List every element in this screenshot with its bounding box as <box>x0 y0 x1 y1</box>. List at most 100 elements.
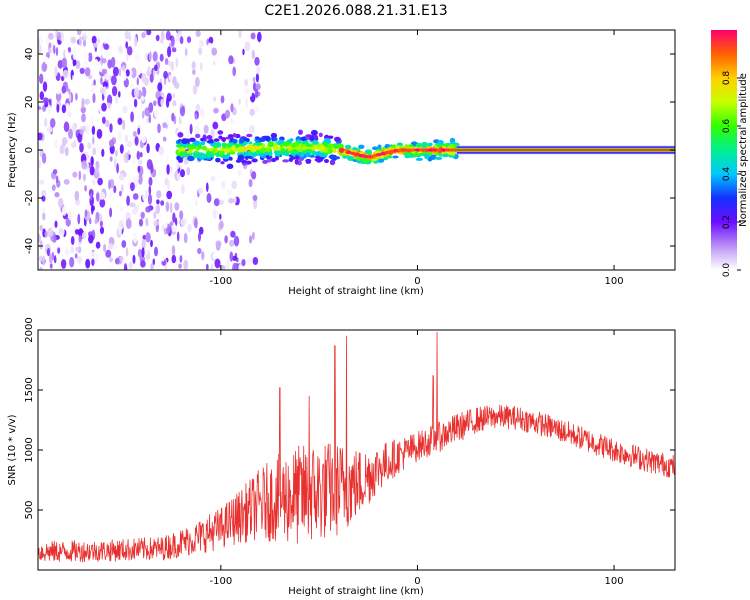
snr-y-tick-label: 2000 <box>24 317 35 342</box>
spectrogram-cell <box>39 240 43 250</box>
spectrogram-cell <box>431 148 439 152</box>
spectrogram-cell <box>152 69 156 78</box>
spectrogram-cell <box>147 193 153 205</box>
spectrogram-cell <box>88 52 93 62</box>
spectrogram-cell <box>244 41 251 52</box>
spectrogram-cell <box>56 31 62 41</box>
spectrogram-cell <box>229 151 236 155</box>
spectrogram-cell <box>329 159 336 166</box>
spectrogram-cell <box>45 244 51 250</box>
spectrogram-cell <box>213 144 218 149</box>
spectrogram-cell <box>68 93 72 102</box>
spectrogram-cell <box>199 62 203 71</box>
spectrogram-cell <box>118 45 123 54</box>
spectrogram-cell <box>163 220 168 229</box>
spectrogram-cell <box>392 155 399 159</box>
spectrogram-cell <box>119 144 124 154</box>
spectrogram-cell <box>81 232 87 240</box>
spectrogram-cell <box>78 36 82 47</box>
spectrogram-cell <box>221 142 227 148</box>
spectrogram-cell <box>97 177 103 186</box>
spectrogram-cell <box>54 66 58 77</box>
spectrogram-cell <box>443 153 449 158</box>
spectrogram-cell <box>215 240 222 248</box>
spectrogram-cell <box>186 167 191 176</box>
spectrogram-cell <box>224 235 228 244</box>
spectrogram-cell <box>247 151 255 156</box>
spectrogram-cell <box>174 217 178 227</box>
spectrogram-cell <box>132 131 137 137</box>
spectrogram-cell <box>252 231 255 240</box>
spectrogram-cell <box>96 144 102 151</box>
spectrogram-cell <box>232 262 238 270</box>
spectrogram-cell <box>277 139 284 145</box>
spectrogram-cell <box>105 72 111 81</box>
spectrogram-cell <box>238 264 242 270</box>
spectrogram-cell <box>85 203 92 210</box>
spectrogram-cell <box>176 162 180 169</box>
spectrogram-cell <box>352 147 357 151</box>
spectrogram-cell <box>229 239 235 247</box>
spectrogram-cell <box>84 185 87 192</box>
spectrogram-cell <box>175 256 179 264</box>
spectrogram-cell <box>327 143 335 149</box>
spectrogram-cell <box>72 49 77 61</box>
spectrogram-cell <box>220 95 225 104</box>
spectrogram-cell <box>194 218 198 229</box>
spectrogram-cell <box>347 156 354 160</box>
spectrogram-cell <box>414 148 421 152</box>
spectrogram-cell <box>38 109 43 117</box>
spectrogram-cell <box>41 61 48 72</box>
spectrogram-cell <box>61 85 66 94</box>
spectrogram-cell <box>180 218 186 227</box>
spectrogram-cell <box>214 58 219 68</box>
spectrogram-cell <box>145 217 149 227</box>
spectrogram-cell <box>79 67 85 75</box>
spectrogram-cell <box>104 49 110 58</box>
spectrogram-cell <box>154 64 158 72</box>
spectrogram-cell <box>229 251 234 262</box>
spectrogram-cell <box>105 249 112 258</box>
spectrogram-cell <box>272 142 278 148</box>
colorbar-bar <box>711 30 737 270</box>
spectrogram-cell <box>112 66 119 77</box>
spectrogram-cell <box>90 85 96 91</box>
spectrogram-cell <box>318 152 326 158</box>
spectrogram-cell <box>198 47 203 56</box>
spectrogram-cell <box>148 185 152 196</box>
spectrogram-cell <box>171 254 177 264</box>
spectrogram-cell <box>126 195 130 206</box>
spectrogram-cell <box>128 125 133 134</box>
spectrogram-cell <box>175 34 179 44</box>
spectrogram-cell <box>200 78 206 85</box>
spectrogram-cell <box>70 36 77 44</box>
spectrogram-cell <box>118 57 122 69</box>
spectrogram-ylabel: Frequency (Hz) <box>7 112 18 188</box>
spectrogram-cell <box>209 139 214 144</box>
spectrogram-cell <box>305 143 312 147</box>
spectrogram-cell <box>39 91 44 101</box>
spectrogram-cell <box>181 184 185 195</box>
spectrogram-cell <box>82 32 87 41</box>
spectrogram-cell <box>193 140 199 146</box>
spectrogram-cell <box>117 131 122 141</box>
spectrogram-cell <box>246 133 253 138</box>
spectrogram-cell <box>145 248 149 255</box>
spectrogram-cell <box>415 143 423 148</box>
spectrogram-cell <box>129 202 136 208</box>
spectrogram-cell <box>403 152 411 156</box>
spectrogram-cell <box>232 255 238 261</box>
spectrogram-cell <box>41 152 47 164</box>
spectrogram-cell <box>237 170 242 177</box>
spectrogram-cell <box>449 148 456 152</box>
spectrogram-cell <box>429 142 433 147</box>
spectrogram-cell <box>165 201 170 212</box>
spectrogram-cell <box>76 255 83 264</box>
spectrogram-cell <box>203 124 209 134</box>
spectrogram-y-tick-label: 40 <box>24 48 35 61</box>
spectrogram-cell <box>244 137 250 143</box>
spectrogram-cell <box>126 141 133 148</box>
spectrogram-cell <box>69 256 75 268</box>
spectrogram-cell <box>397 148 404 152</box>
spectrogram-cell <box>44 230 48 238</box>
